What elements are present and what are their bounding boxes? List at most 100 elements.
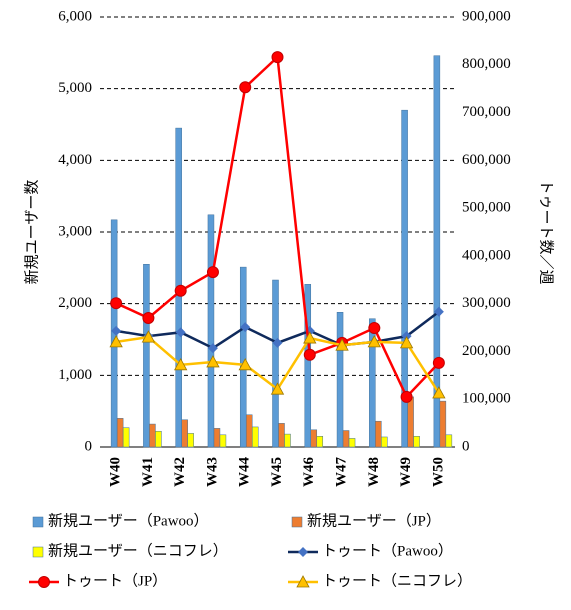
x-tick-label: W44	[237, 457, 253, 488]
marker	[142, 312, 155, 324]
bar	[316, 436, 324, 448]
y-tick-label: 3,000	[58, 223, 92, 239]
marker	[109, 335, 123, 348]
bar	[348, 438, 356, 448]
marker	[270, 382, 285, 395]
legend-marker	[38, 576, 50, 588]
bar	[272, 279, 279, 448]
marker	[400, 390, 413, 403]
bar	[207, 214, 215, 448]
marker	[238, 357, 252, 371]
marker	[432, 386, 446, 399]
marker	[111, 325, 122, 336]
bar	[413, 436, 420, 448]
y2-tick-label: 300,000	[462, 295, 511, 311]
legend-label: 新規ユーザー（ニコフレ）	[48, 542, 228, 559]
x-tick-label: W49	[398, 457, 414, 487]
bar	[116, 418, 124, 448]
x-tick-label: W45	[269, 457, 285, 487]
legend-label: トゥート（Pawoo）	[322, 542, 453, 559]
marker	[207, 343, 218, 354]
legend-marker	[296, 575, 310, 588]
y-tick-label: 0	[85, 438, 93, 454]
y2-tick-label: 200,000	[462, 343, 511, 359]
marker	[272, 337, 283, 348]
bar	[122, 427, 130, 448]
bar	[310, 429, 318, 448]
marker	[433, 306, 444, 317]
bar	[381, 436, 388, 448]
marker	[335, 338, 349, 351]
marker	[399, 336, 414, 349]
y-axis-title: 新規ユーザー数	[23, 180, 40, 285]
y2-tick-label: 800,000	[462, 56, 511, 72]
marker	[174, 284, 187, 297]
bar	[439, 400, 447, 448]
bar	[433, 55, 441, 448]
y2-tick-label: 700,000	[462, 104, 511, 120]
bar	[278, 423, 285, 448]
bar	[155, 430, 162, 448]
bar	[245, 414, 253, 448]
marker	[239, 81, 252, 94]
legend-label: トゥート（JP）	[63, 572, 167, 589]
y2-axis-title: トゥート数／週	[538, 179, 555, 284]
x-tick-label: W48	[366, 457, 382, 487]
marker	[303, 331, 317, 344]
bar	[336, 312, 344, 448]
legend-swatch	[32, 546, 44, 558]
bar	[149, 423, 156, 448]
marker	[110, 297, 123, 310]
legend-label: トゥート（ニコフレ）	[322, 572, 472, 589]
bar	[251, 426, 259, 448]
bar	[143, 264, 150, 448]
y2-tick-label: 500,000	[462, 200, 511, 216]
legend-swatch	[32, 516, 44, 528]
legend-marker	[298, 547, 308, 557]
bar	[284, 433, 291, 448]
x-tick-label: W40	[108, 457, 124, 487]
y2-tick-label: 100,000	[462, 391, 511, 407]
x-tick-label: W50	[430, 457, 446, 487]
bar	[304, 284, 312, 448]
x-tick-label: W43	[204, 457, 220, 487]
legend-swatch	[291, 516, 303, 528]
marker	[206, 266, 219, 279]
legend-label: 新規ユーザー（Pawoo）	[48, 512, 209, 529]
marker	[240, 322, 251, 333]
y-tick-label: 5,000	[58, 80, 92, 96]
bar	[401, 109, 408, 448]
y-tick-label: 1,000	[58, 367, 92, 383]
bar	[239, 266, 247, 448]
marker	[303, 348, 316, 361]
y-tick-label: 2,000	[58, 295, 92, 311]
y2-tick-label: 900,000	[462, 8, 511, 24]
legend-label: 新規ユーザー（JP）	[307, 512, 441, 529]
x-tick-label: W41	[140, 457, 156, 487]
bar	[342, 430, 350, 448]
marker	[271, 51, 284, 64]
bar	[213, 428, 221, 448]
x-tick-label: W47	[333, 457, 349, 488]
y2-tick-label: 600,000	[462, 152, 511, 168]
marker	[368, 322, 381, 335]
bar	[369, 318, 376, 448]
x-tick-label: W42	[172, 457, 188, 487]
y2-tick-label: 0	[462, 438, 470, 454]
marker	[174, 357, 188, 371]
marker	[206, 355, 220, 368]
bar	[181, 419, 188, 448]
bar	[375, 420, 382, 448]
bar	[407, 396, 414, 448]
marker	[432, 356, 445, 369]
x-tick-label: W46	[301, 457, 317, 488]
marker	[175, 327, 186, 338]
y-tick-label: 6,000	[58, 8, 92, 24]
bar	[187, 433, 194, 448]
bar	[219, 434, 227, 448]
y-tick-label: 4,000	[58, 152, 92, 168]
bar	[445, 434, 453, 448]
marker	[367, 335, 381, 348]
marker	[141, 330, 156, 343]
